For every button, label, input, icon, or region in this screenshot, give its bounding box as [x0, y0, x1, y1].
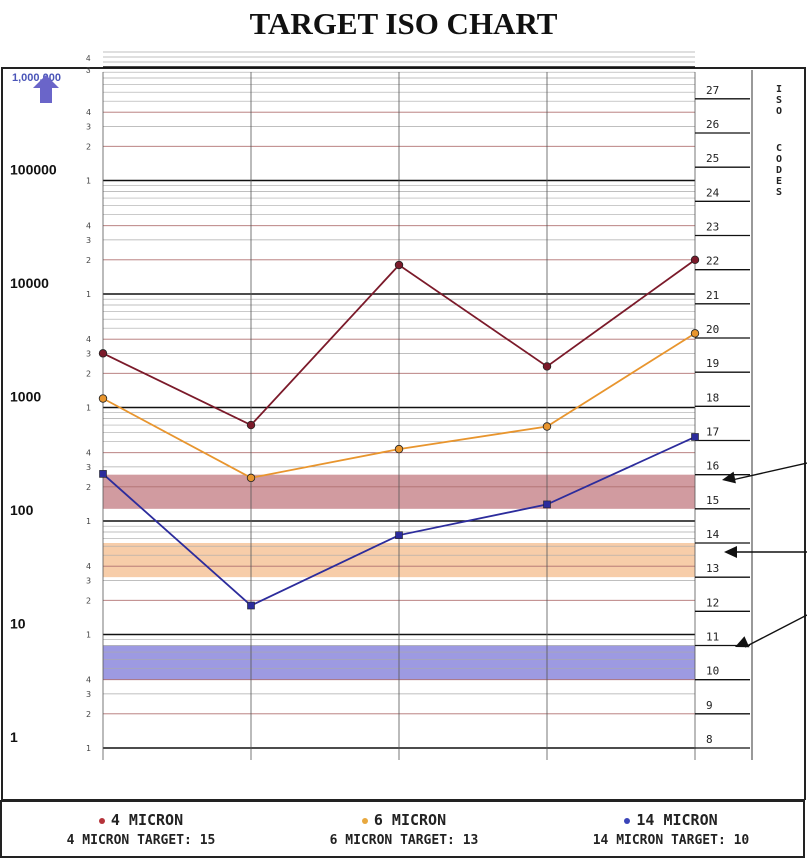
legend-target-label: 4 MICRON TARGET: 15 — [66, 833, 216, 848]
iso-code-label: 20 — [706, 323, 719, 336]
iso-code-label: 27 — [706, 84, 719, 97]
arrow-up-icon — [33, 75, 59, 103]
y-minor-label: 4 — [86, 54, 91, 63]
y-minor-label: 1 — [86, 631, 91, 640]
iso-axis-title-letter: E — [776, 176, 782, 187]
legend-dot-icon — [624, 817, 631, 824]
iso-axis-title-letter: S — [776, 187, 782, 198]
iso-code-label: 13 — [706, 562, 719, 575]
iso-code-label: 15 — [706, 494, 719, 507]
y-decade-label: 1,000,000 — [12, 72, 61, 84]
iso-axis-title-letter: C — [776, 143, 782, 154]
iso-axis-title-letter: I — [776, 84, 782, 95]
y-minor-label: 4 — [86, 562, 91, 571]
legend-item-6-micron: 6 MICRON 6 MICRON TARGET: 13 — [270, 802, 538, 848]
iso-code-label: 25 — [706, 152, 719, 165]
data-point — [394, 444, 404, 454]
arrow-head-icon — [735, 636, 750, 648]
y-minor-label: 1 — [86, 404, 91, 413]
data-point — [690, 329, 700, 338]
y-minor-label: 3 — [86, 66, 91, 75]
y-minor-label: 4 — [86, 108, 91, 117]
iso-code-label: 23 — [706, 220, 719, 233]
chart-title: TARGET ISO CHART — [249, 6, 558, 41]
legend-dot-icon — [361, 817, 368, 824]
y-decade-label: 1000 — [10, 389, 41, 405]
iso-code-label: 11 — [706, 630, 719, 643]
data-point — [98, 349, 108, 358]
iso-code-label: 19 — [706, 357, 719, 370]
iso-code-label: 24 — [706, 186, 720, 199]
iso-code-label: 21 — [706, 289, 719, 302]
iso-code-label: 9 — [706, 699, 713, 712]
legend: 4 MICRON 4 MICRON TARGET: 15 6 MICRON 6 … — [0, 800, 805, 858]
y-decade-label: 100000 — [10, 162, 57, 178]
legend-item-4-micron: 4 MICRON 4 MICRON TARGET: 15 — [7, 802, 275, 848]
y-minor-label: 2 — [86, 710, 91, 719]
iso-code-label: 14 — [706, 528, 720, 541]
iso-code-label: 8 — [706, 733, 713, 746]
data-point — [394, 260, 404, 270]
iso-code-label: 10 — [706, 665, 719, 678]
y-decade-label: 100 — [10, 502, 34, 518]
iso-code-label: 26 — [706, 118, 719, 131]
iso-code-label: 12 — [706, 596, 719, 609]
data-point — [542, 422, 552, 431]
y-minor-label: 2 — [86, 483, 91, 492]
iso-code-label: 16 — [706, 460, 719, 473]
y-decade-label: 10000 — [10, 275, 49, 291]
legend-item-14-micron: 14 MICRON 14 MICRON TARGET: 10 — [537, 802, 805, 848]
data-point — [247, 601, 255, 610]
iso-axis-title-letter: D — [776, 165, 782, 176]
data-point — [543, 500, 551, 509]
legend-series-label: 14 MICRON — [636, 811, 718, 829]
y-minor-label: 4 — [86, 676, 91, 685]
iso-code-label: 22 — [706, 255, 719, 268]
iso-code-label: 17 — [706, 425, 719, 438]
data-point — [690, 255, 700, 265]
legend-dot-icon — [98, 817, 105, 824]
y-minor-label: 1 — [86, 290, 91, 299]
y-minor-label: 1 — [86, 744, 91, 753]
y-decade-label: 1 — [10, 729, 18, 745]
data-point — [395, 531, 403, 539]
chart-frame — [1, 67, 806, 800]
data-point — [98, 394, 108, 403]
data-point — [542, 362, 552, 371]
y-minor-label: 2 — [86, 142, 91, 151]
y-minor-label: 2 — [86, 596, 91, 605]
y-minor-label: 1 — [86, 177, 91, 186]
data-point — [246, 473, 256, 483]
y-minor-label: 3 — [86, 122, 91, 131]
y-minor-label: 3 — [86, 349, 91, 358]
data-point — [99, 470, 107, 478]
legend-target-label: 14 MICRON TARGET: 10 — [592, 833, 750, 848]
arrow-head-icon — [724, 546, 737, 558]
y-decade-label: 10 — [10, 616, 26, 632]
y-minor-label: 2 — [86, 369, 91, 378]
legend-series-label: 4 MICRON — [110, 811, 184, 829]
y-minor-label: 3 — [86, 576, 91, 585]
y-minor-label: 3 — [86, 236, 91, 245]
legend-target-label: 6 MICRON TARGET: 13 — [329, 833, 479, 848]
y-minor-label: 3 — [86, 463, 91, 472]
iso-code-label: 18 — [706, 391, 719, 404]
legend-series-label: 6 MICRON — [373, 811, 447, 829]
y-minor-label: 4 — [86, 222, 91, 231]
target-arrow-line — [731, 462, 807, 481]
iso-axis-title-letter: O — [776, 154, 782, 165]
iso-axis-title-letter: S — [776, 95, 782, 106]
data-point — [246, 420, 256, 430]
y-minor-label: 2 — [86, 256, 91, 265]
data-point — [691, 433, 699, 441]
y-minor-label: 4 — [86, 335, 91, 344]
iso-axis-title-letter: O — [776, 106, 782, 117]
y-minor-label: 3 — [86, 690, 91, 699]
y-minor-label: 1 — [86, 517, 91, 526]
y-minor-label: 4 — [86, 449, 91, 458]
arrow-head-icon — [722, 471, 736, 484]
target-arrow-line — [744, 614, 807, 648]
